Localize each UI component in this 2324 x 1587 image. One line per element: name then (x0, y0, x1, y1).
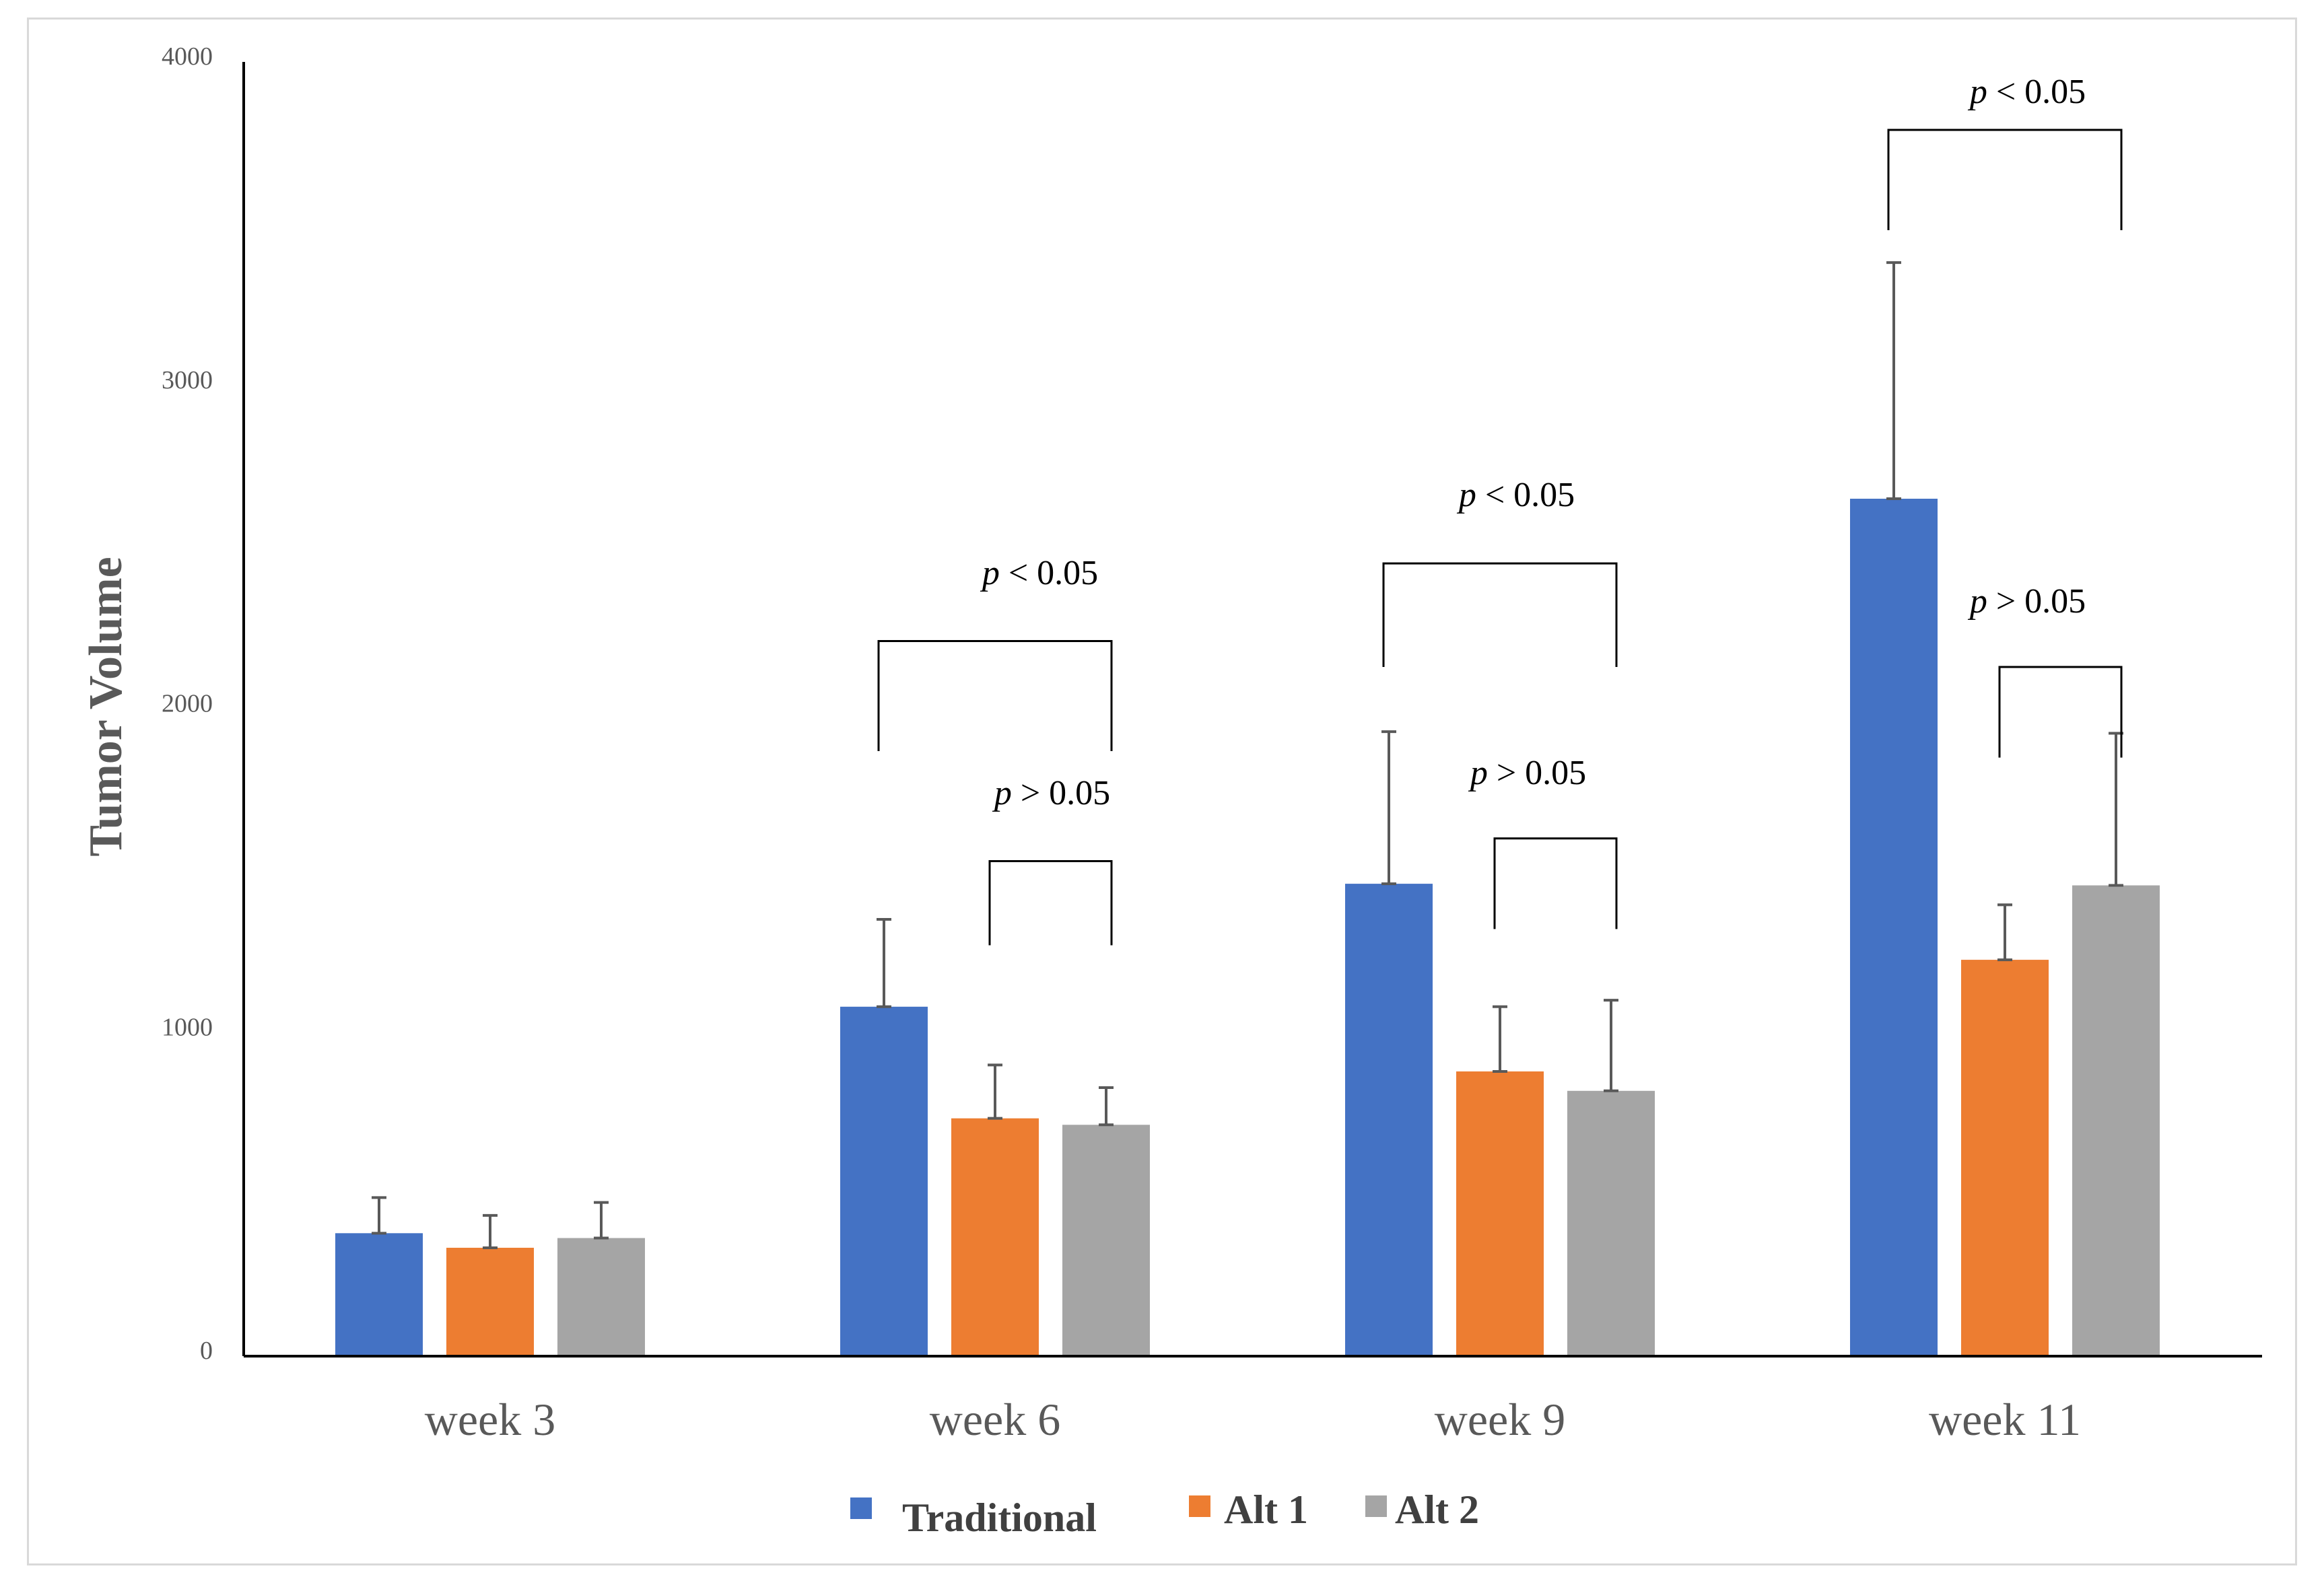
bar (446, 1247, 534, 1356)
significance-label: p > 0.05 (992, 774, 1110, 812)
y-tick-label: 1000 (162, 1013, 213, 1041)
legend-swatch (850, 1497, 872, 1519)
significance-label: p < 0.05 (1967, 73, 2086, 111)
bar (1850, 499, 1938, 1357)
significance-label: p > 0.05 (1967, 582, 2086, 621)
x-axis-labels: week 3 week 6 week 9 week 11 (425, 1394, 2081, 1445)
significance-label: p > 0.05 (1468, 754, 1586, 792)
y-axis-ticks: 0 1000 2000 3000 4000 (162, 42, 213, 1365)
significance-brackets: p < 0.05p > 0.05p < 0.05p > 0.05p < 0.05… (877, 73, 2123, 946)
p-symbol: p (980, 554, 1000, 592)
legend-label: Traditional (902, 1495, 1097, 1540)
significance-bracket (1382, 562, 1618, 668)
legend: Traditional Alt 1 Alt 2 (850, 1487, 1479, 1540)
significance-bracket (1887, 129, 2123, 230)
bar (840, 1006, 928, 1356)
bars (335, 499, 2160, 1357)
x-tick-label: week 6 (930, 1394, 1060, 1445)
y-tick-label: 2000 (162, 690, 213, 718)
p-value-text: > 0.05 (1488, 754, 1586, 792)
legend-label: Alt 2 (1395, 1487, 1479, 1532)
bar (1567, 1090, 1655, 1356)
bar (557, 1238, 645, 1356)
bar (1345, 884, 1433, 1356)
significance-label: p < 0.05 (980, 554, 1098, 592)
p-value-text: < 0.05 (1000, 554, 1098, 592)
legend-label: Alt 1 (1224, 1487, 1308, 1532)
significance-bracket (1493, 837, 1618, 929)
x-tick-label: week 11 (1929, 1394, 2081, 1445)
bar (1961, 960, 2049, 1356)
significance-bracket (877, 640, 1113, 751)
x-tick-label: week 9 (1435, 1394, 1565, 1445)
bar (951, 1118, 1039, 1356)
bar (2072, 885, 2160, 1356)
p-symbol: p (1967, 73, 1987, 111)
y-tick-label: 3000 (162, 366, 213, 394)
legend-swatch (1365, 1495, 1387, 1517)
x-tick-label: week 3 (425, 1394, 555, 1445)
bar (1456, 1071, 1544, 1356)
y-axis-title: Tumor Volume (80, 557, 132, 856)
significance-label: p < 0.05 (1456, 476, 1575, 514)
p-symbol: p (1468, 754, 1488, 792)
significance-bracket (1998, 666, 2123, 758)
y-axis-title-group: Tumor Volume (80, 557, 132, 856)
bar (335, 1233, 423, 1356)
p-symbol: p (1456, 476, 1476, 514)
legend-swatch (1189, 1495, 1210, 1517)
p-symbol: p (992, 774, 1012, 812)
axes (242, 62, 2262, 1357)
y-tick-label: 0 (200, 1337, 213, 1365)
p-value-text: < 0.05 (1476, 476, 1575, 514)
error-bars (372, 261, 2123, 1249)
p-value-text: > 0.05 (1012, 774, 1110, 812)
p-value-text: < 0.05 (1987, 73, 2086, 111)
significance-bracket (988, 859, 1113, 946)
y-tick-label: 4000 (162, 42, 213, 71)
p-value-text: > 0.05 (1987, 582, 2086, 621)
p-symbol: p (1967, 582, 1987, 621)
bar (1062, 1125, 1150, 1356)
